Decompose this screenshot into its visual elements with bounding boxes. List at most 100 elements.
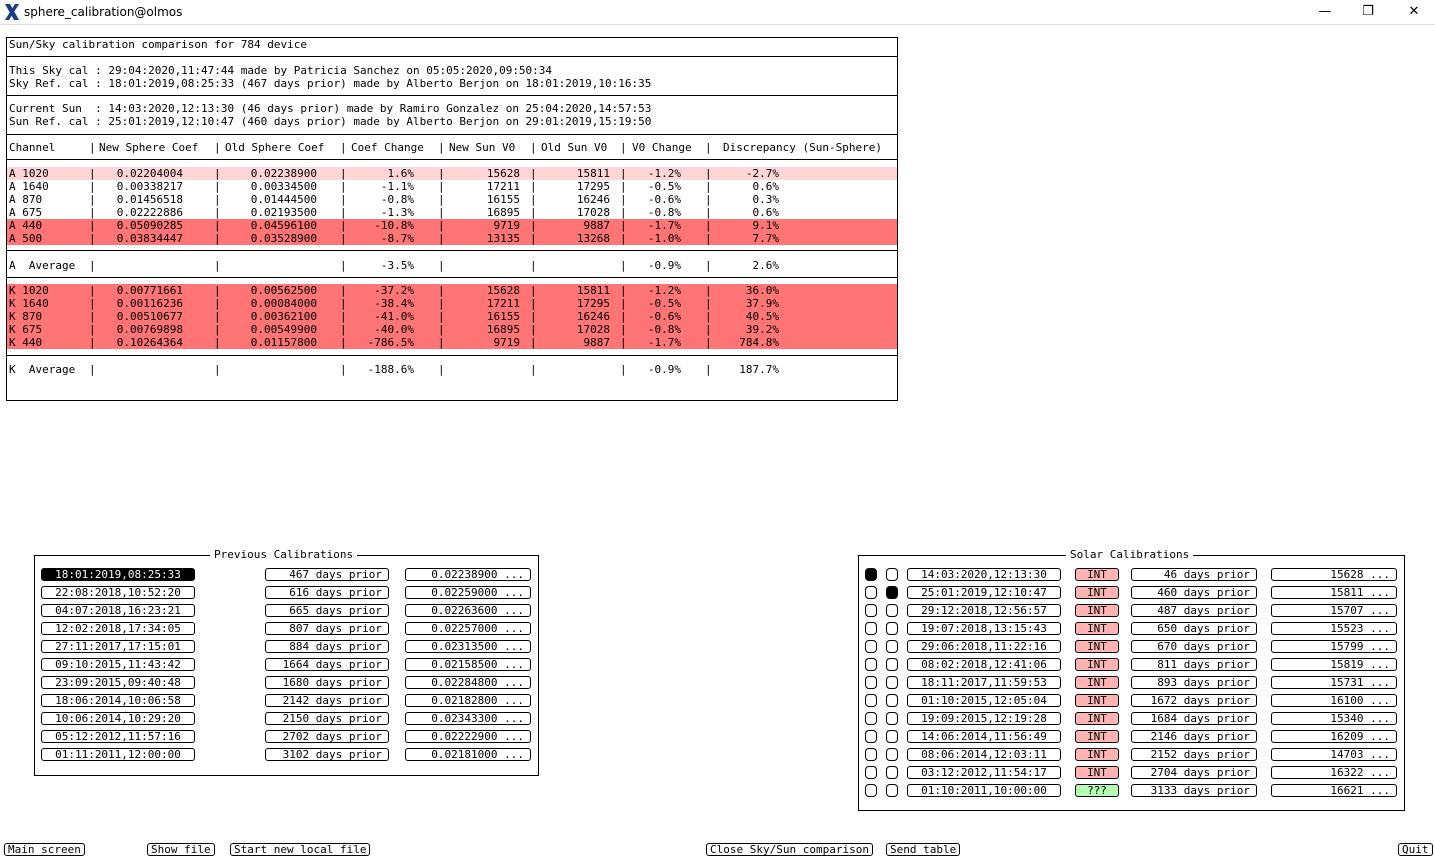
solar-date-button[interactable]: 29:06:2018,11:22:16	[907, 640, 1061, 653]
solar-days-button[interactable]: 2704 days prior	[1131, 766, 1257, 779]
quit-button[interactable]: Quit	[1398, 843, 1433, 856]
solar-days-button[interactable]: 650 days prior	[1131, 622, 1257, 635]
previous-coef-button[interactable]: 0.02222900 ...	[405, 730, 531, 743]
solar-reference-checkbox[interactable]	[886, 694, 898, 707]
solar-v0-button[interactable]: 15819 ...	[1271, 658, 1397, 671]
previous-days-button[interactable]: 467 days prior	[265, 568, 389, 581]
previous-coef-button[interactable]: 0.02284800 ...	[405, 676, 531, 689]
solar-type-badge[interactable]: INT	[1075, 730, 1119, 743]
solar-reference-checkbox[interactable]	[886, 640, 898, 653]
previous-date-button[interactable]: 10:06:2014,10:29:20	[41, 712, 195, 725]
solar-date-button[interactable]: 29:12:2018,12:56:57	[907, 604, 1061, 617]
previous-coef-button[interactable]: 0.02257000 ...	[405, 622, 531, 635]
solar-days-button[interactable]: 1672 days prior	[1131, 694, 1257, 707]
solar-type-badge[interactable]: INT	[1075, 640, 1119, 653]
solar-date-button[interactable]: 14:03:2020,12:13:30	[907, 568, 1061, 581]
previous-coef-button[interactable]: 0.02263600 ...	[405, 604, 531, 617]
previous-days-button[interactable]: 1680 days prior	[265, 676, 389, 689]
previous-days-button[interactable]: 2702 days prior	[265, 730, 389, 743]
previous-days-button[interactable]: 616 days prior	[265, 586, 389, 599]
solar-select-checkbox[interactable]	[865, 730, 877, 743]
previous-date-button[interactable]: 12:02:2018,17:34:05	[41, 622, 195, 635]
solar-v0-button[interactable]: 15523 ...	[1271, 622, 1397, 635]
solar-reference-checkbox[interactable]	[886, 712, 898, 725]
solar-type-badge[interactable]: INT	[1075, 748, 1119, 761]
solar-reference-checkbox[interactable]	[886, 622, 898, 635]
solar-days-button[interactable]: 46 days prior	[1131, 568, 1257, 581]
solar-reference-checkbox[interactable]	[886, 586, 898, 599]
previous-coef-button[interactable]: 0.02343300 ...	[405, 712, 531, 725]
previous-days-button[interactable]: 665 days prior	[265, 604, 389, 617]
solar-reference-checkbox[interactable]	[886, 766, 898, 779]
solar-select-checkbox[interactable]	[865, 658, 877, 671]
solar-v0-button[interactable]: 15628 ...	[1271, 568, 1397, 581]
solar-select-checkbox[interactable]	[865, 748, 877, 761]
solar-date-button[interactable]: 14:06:2014,11:56:49	[907, 730, 1061, 743]
solar-type-badge[interactable]: INT	[1075, 586, 1119, 599]
show-file-button[interactable]: Show file	[147, 843, 215, 856]
previous-days-button[interactable]: 1664 days prior	[265, 658, 389, 671]
previous-date-button[interactable]: 04:07:2018,16:23:21	[41, 604, 195, 617]
solar-days-button[interactable]: 670 days prior	[1131, 640, 1257, 653]
main-screen-button[interactable]: Main screen	[4, 843, 85, 856]
close-icon[interactable]: ✕	[1408, 4, 1420, 19]
solar-days-button[interactable]: 1684 days prior	[1131, 712, 1257, 725]
previous-days-button[interactable]: 807 days prior	[265, 622, 389, 635]
previous-coef-button[interactable]: 0.02313500 ...	[405, 640, 531, 653]
solar-type-badge[interactable]: INT	[1075, 766, 1119, 779]
solar-days-button[interactable]: 2152 days prior	[1131, 748, 1257, 761]
previous-date-button[interactable]: 23:09:2015,09:40:48	[41, 676, 195, 689]
solar-select-checkbox[interactable]	[865, 622, 877, 635]
start-new-local-file-button[interactable]: Start new local file	[230, 843, 371, 856]
solar-reference-checkbox[interactable]	[886, 730, 898, 743]
solar-date-button[interactable]: 19:07:2018,13:15:43	[907, 622, 1061, 635]
solar-reference-checkbox[interactable]	[886, 748, 898, 761]
solar-select-checkbox[interactable]	[865, 694, 877, 707]
previous-coef-button[interactable]: 0.02238900 ...	[405, 568, 531, 581]
solar-reference-checkbox[interactable]	[886, 658, 898, 671]
previous-coef-button[interactable]: 0.02181000 ...	[405, 748, 531, 761]
solar-date-button[interactable]: 18:11:2017,11:59:53	[907, 676, 1061, 689]
solar-type-badge[interactable]: INT	[1075, 676, 1119, 689]
solar-date-button[interactable]: 01:10:2011,10:00:00	[907, 784, 1061, 797]
solar-select-checkbox[interactable]	[865, 784, 877, 797]
previous-days-button[interactable]: 3102 days prior	[265, 748, 389, 761]
solar-days-button[interactable]: 460 days prior	[1131, 586, 1257, 599]
solar-days-button[interactable]: 3133 days prior	[1131, 784, 1257, 797]
restore-icon[interactable]: ❐	[1362, 4, 1374, 19]
solar-v0-button[interactable]: 16100 ...	[1271, 694, 1397, 707]
previous-days-button[interactable]: 2142 days prior	[265, 694, 389, 707]
solar-type-badge[interactable]: ???	[1075, 784, 1119, 797]
solar-v0-button[interactable]: 15799 ...	[1271, 640, 1397, 653]
solar-reference-checkbox[interactable]	[886, 604, 898, 617]
solar-select-checkbox[interactable]	[865, 640, 877, 653]
solar-v0-button[interactable]: 15731 ...	[1271, 676, 1397, 689]
previous-date-button[interactable]: 01:11:2011,12:00:00	[41, 748, 195, 761]
solar-type-badge[interactable]: INT	[1075, 694, 1119, 707]
minimize-icon[interactable]: —	[1318, 4, 1332, 19]
solar-days-button[interactable]: 487 days prior	[1131, 604, 1257, 617]
previous-coef-button[interactable]: 0.02182800 ...	[405, 694, 531, 707]
solar-date-button[interactable]: 03:12:2012,11:54:17	[907, 766, 1061, 779]
solar-select-checkbox[interactable]	[865, 604, 877, 617]
solar-reference-checkbox[interactable]	[886, 784, 898, 797]
solar-days-button[interactable]: 2146 days prior	[1131, 730, 1257, 743]
previous-coef-button[interactable]: 0.02158500 ...	[405, 658, 531, 671]
previous-date-button[interactable]: 18:01:2019,08:25:33	[41, 568, 195, 581]
solar-days-button[interactable]: 893 days prior	[1131, 676, 1257, 689]
solar-days-button[interactable]: 811 days prior	[1131, 658, 1257, 671]
previous-date-button[interactable]: 05:12:2012,11:57:16	[41, 730, 195, 743]
solar-reference-checkbox[interactable]	[886, 568, 898, 581]
previous-date-button[interactable]: 22:08:2018,10:52:20	[41, 586, 195, 599]
previous-days-button[interactable]: 884 days prior	[265, 640, 389, 653]
solar-v0-button[interactable]: 16209 ...	[1271, 730, 1397, 743]
previous-days-button[interactable]: 2150 days prior	[265, 712, 389, 725]
solar-date-button[interactable]: 25:01:2019,12:10:47	[907, 586, 1061, 599]
solar-type-badge[interactable]: INT	[1075, 604, 1119, 617]
solar-select-checkbox[interactable]	[865, 676, 877, 689]
close-comparison-button[interactable]: Close Sky/Sun comparison	[706, 843, 873, 856]
solar-select-checkbox[interactable]	[865, 766, 877, 779]
solar-type-badge[interactable]: INT	[1075, 712, 1119, 725]
solar-type-badge[interactable]: INT	[1075, 622, 1119, 635]
solar-date-button[interactable]: 08:06:2014,12:03:11	[907, 748, 1061, 761]
